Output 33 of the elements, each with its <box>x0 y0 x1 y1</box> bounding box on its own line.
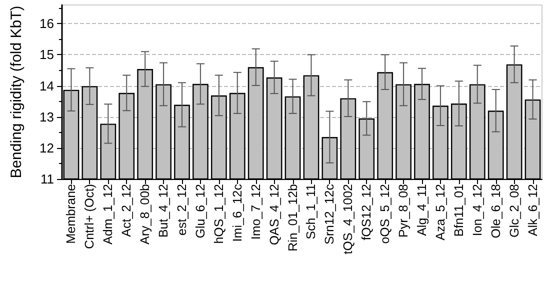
x-tick-label: oQS_5_12 <box>378 184 392 244</box>
x-tick-label: Alg_4_11 <box>415 184 429 236</box>
x-tick-label: But_4_12 <box>156 184 171 238</box>
y-tick-label: 12 <box>40 140 54 156</box>
x-tick-label: Adm_1_12 <box>101 184 116 244</box>
x-tick-label: Imo_7_12 <box>248 184 263 240</box>
x-tick-label: Pyr_8_08 <box>396 184 411 238</box>
x-tick-label: tQS_4_1002 <box>341 184 356 254</box>
x-tick-label: Membrane <box>64 184 78 244</box>
x-tick-label: Ary_8_00b <box>138 184 152 244</box>
x-tick-label: est_2_12 <box>175 184 189 236</box>
x-tick-label: Alk_6_12 <box>526 184 540 236</box>
x-tick-label: Srn12_12c <box>322 184 337 244</box>
x-tick-label: Bfn11_01 <box>452 184 466 237</box>
x-tick-label: Cntrl+ (Oct) <box>82 184 97 249</box>
x-tick-label: Aza_5_12 <box>433 184 448 240</box>
x-tick-label: Imi_6_12c <box>230 184 244 242</box>
x-tick-label: Ion_4_12 <box>470 184 484 236</box>
x-tick-label: fQS12_12 <box>360 184 374 240</box>
x-tick-label: Rin_01_12b <box>286 184 300 252</box>
y-axis-title: Bending rigidity (fold KbT) <box>8 6 25 178</box>
y-tick-label: 14 <box>40 78 54 94</box>
y-tick-label: 13 <box>40 109 54 124</box>
x-tick-label: Ole_6_18 <box>488 184 503 238</box>
x-tick-label: QAS_4_12 <box>267 184 282 246</box>
y-tick-label: 15 <box>40 47 54 62</box>
y-tick-label: 11 <box>40 172 54 186</box>
x-tick-label: Act_2_12 <box>120 184 134 237</box>
x-tick-label: hQS_1_12 <box>212 184 226 244</box>
x-tick-label: Sch_1_11 <box>304 184 318 240</box>
y-tick-label: 16 <box>40 16 54 32</box>
x-tick-label: Glc_2_08 <box>507 184 522 238</box>
x-tick-label: Glu_6_12 <box>193 184 208 238</box>
